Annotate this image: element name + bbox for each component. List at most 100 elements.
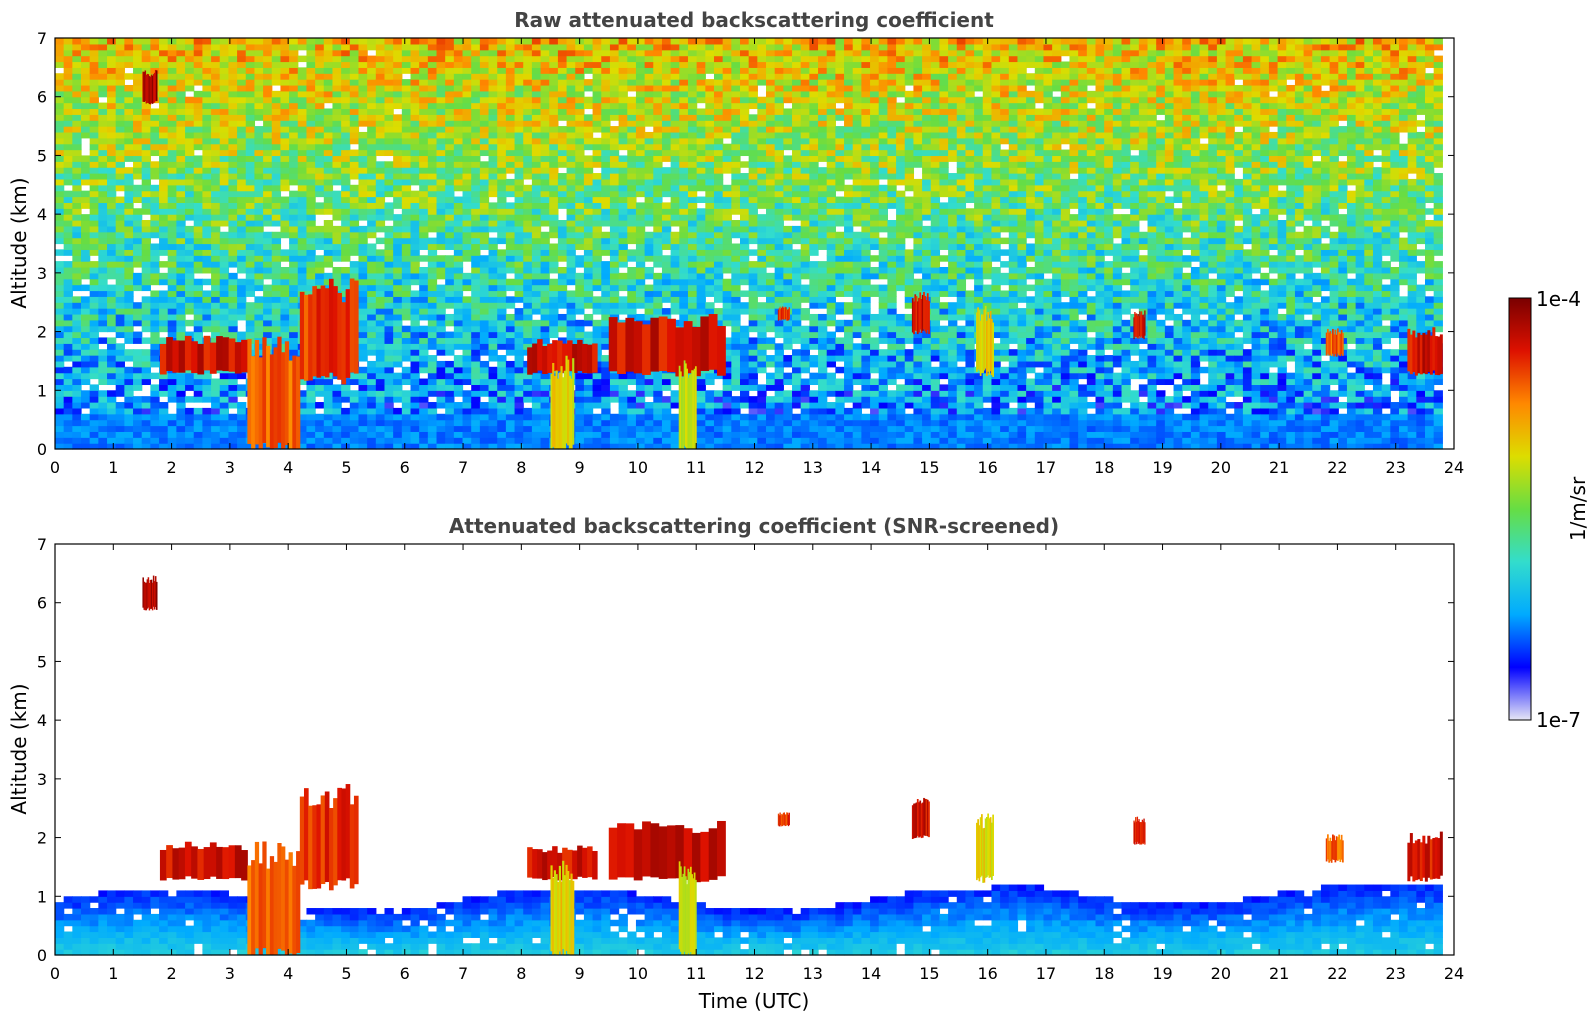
- cloud-feature-9: [911, 797, 930, 840]
- x-tick-label: 23: [1386, 458, 1406, 477]
- y-tick-label: 1: [37, 381, 47, 400]
- cloud-feature-3: [299, 278, 359, 385]
- cloud-feature-13: [1407, 327, 1443, 376]
- x-tick-label: 15: [919, 964, 939, 983]
- cloud-feature-9: [911, 291, 930, 335]
- cloud-feature-6: [608, 314, 726, 377]
- x-tick-label: 20: [1211, 458, 1231, 477]
- colorbar-max-label: 1e-4: [1536, 287, 1581, 311]
- cloud-feature-13: [1407, 831, 1443, 882]
- y-tick-label: 6: [37, 88, 47, 107]
- x-tick-label: 9: [575, 458, 585, 477]
- cloud-feature-11: [1133, 310, 1146, 340]
- x-tick-label: 7: [458, 964, 468, 983]
- colorbar: 1e-4 1e-7 1/m/sr: [1508, 287, 1590, 732]
- cloud-feature-10: [976, 305, 994, 377]
- cloud-feature-3: [299, 784, 359, 891]
- x-tick-label: 4: [283, 964, 293, 983]
- x-ticks-screened: 0 1 2 3 4 5 6 7 8 9 10 11 12 13 14 15 16 17 18 19 20 21 22 23 24: [50, 544, 1464, 983]
- x-tick-label: 24: [1444, 458, 1464, 477]
- cloud-feature-1: [159, 841, 248, 881]
- y-tick-label: 5: [37, 652, 47, 671]
- x-tick-label: 14: [861, 458, 881, 477]
- colorbar-unit-label: 1/m/sr: [1566, 476, 1590, 541]
- y-tick-label: 4: [37, 711, 47, 730]
- cloud-feature-7: [678, 861, 697, 955]
- cloud-feature-6: [608, 820, 726, 883]
- x-tick-label: 11: [686, 458, 706, 477]
- x-tick-label: 21: [1269, 458, 1289, 477]
- x-tick-label: 5: [341, 458, 351, 477]
- x-tick-label: 4: [283, 458, 293, 477]
- y-tick-label: 4: [37, 205, 47, 224]
- cloud-feature-10: [976, 813, 994, 883]
- x-tick-label: 18: [1094, 964, 1114, 983]
- x-tick-label: 13: [803, 964, 823, 983]
- cloud-feature-2: [247, 336, 301, 449]
- y-tick-label: 5: [37, 146, 47, 165]
- x-tick-label: 17: [1036, 458, 1056, 477]
- x-tick-label: 12: [744, 458, 764, 477]
- x-tick-label: 9: [575, 964, 585, 983]
- x-tick-label: 2: [166, 964, 176, 983]
- x-tick-label: 11: [686, 964, 706, 983]
- y-ticks-screened: 0 1 2 3 4 5 6 7: [37, 535, 1454, 965]
- heatmap-background: [55, 884, 1443, 956]
- x-axis-label: Time (UTC): [698, 989, 810, 1013]
- y-tick-label: 3: [37, 264, 47, 283]
- y-ticks-raw: 0 1 2 3 4 5 6 7: [37, 29, 1454, 459]
- heatmap-raw: [55, 38, 1443, 450]
- panel-title-screened: Attenuated backscattering coefficient (S…: [449, 514, 1059, 538]
- x-tick-label: 8: [516, 458, 526, 477]
- cloud-feature-12: [1325, 328, 1344, 357]
- cloud-feature-0: [142, 69, 158, 105]
- x-tick-label: 20: [1211, 964, 1231, 983]
- panel-title-raw: Raw attenuated backscattering coefficien…: [514, 8, 994, 32]
- x-tick-label: 24: [1444, 964, 1464, 983]
- x-tick-label: 16: [977, 964, 997, 983]
- x-tick-label: 5: [341, 964, 351, 983]
- x-tick-label: 7: [458, 458, 468, 477]
- y-axis-label-screened: Altitude (km): [7, 683, 31, 814]
- x-tick-label: 22: [1327, 458, 1347, 477]
- y-tick-label: 2: [37, 829, 47, 848]
- x-tick-label: 19: [1152, 458, 1172, 477]
- x-tick-label: 17: [1036, 964, 1056, 983]
- cloud-feature-5: [550, 355, 575, 449]
- x-tick-label: 8: [516, 964, 526, 983]
- y-axis-label-raw: Altitude (km): [7, 177, 31, 308]
- cloud-feature-5: [550, 860, 575, 955]
- x-tick-label: 1: [108, 964, 118, 983]
- y-tick-label: 2: [37, 323, 47, 342]
- x-tick-label: 19: [1152, 964, 1172, 983]
- x-tick-label: 18: [1094, 458, 1114, 477]
- x-tick-label: 0: [50, 964, 60, 983]
- y-tick-label: 0: [37, 440, 47, 459]
- x-ticks-raw: 0 1 2 3 4 5 6 7 8 9 10 11 12 13 14 15 16 17 18 19 20 21 22 23 24: [50, 38, 1464, 477]
- x-tick-label: 13: [803, 458, 823, 477]
- cloud-feature-4: [527, 845, 598, 881]
- x-tick-label: 6: [400, 458, 410, 477]
- cloud-feature-0: [142, 575, 158, 611]
- panel-raw-backscatter: Raw attenuated backscattering coefficien…: [7, 8, 1464, 477]
- cloud-feature-7: [678, 360, 697, 449]
- cloud-feature-4: [527, 339, 598, 375]
- cloud-feature-2: [247, 841, 301, 955]
- x-tick-label: 0: [50, 458, 60, 477]
- y-tick-label: 7: [37, 535, 47, 554]
- x-tick-label: 10: [628, 964, 648, 983]
- x-tick-label: 12: [744, 964, 764, 983]
- x-tick-label: 10: [628, 458, 648, 477]
- y-tick-label: 1: [37, 887, 47, 906]
- x-tick-label: 22: [1327, 964, 1347, 983]
- panel-snr-screened: Attenuated backscattering coefficient (S…: [7, 514, 1464, 1013]
- x-tick-label: 14: [861, 964, 881, 983]
- heatmap-screened: [55, 575, 1443, 956]
- cloud-feature-8: [777, 812, 790, 827]
- x-tick-label: 3: [225, 458, 235, 477]
- x-tick-label: 15: [919, 458, 939, 477]
- x-tick-label: 3: [225, 964, 235, 983]
- x-tick-label: 2: [166, 458, 176, 477]
- x-tick-label: 6: [400, 964, 410, 983]
